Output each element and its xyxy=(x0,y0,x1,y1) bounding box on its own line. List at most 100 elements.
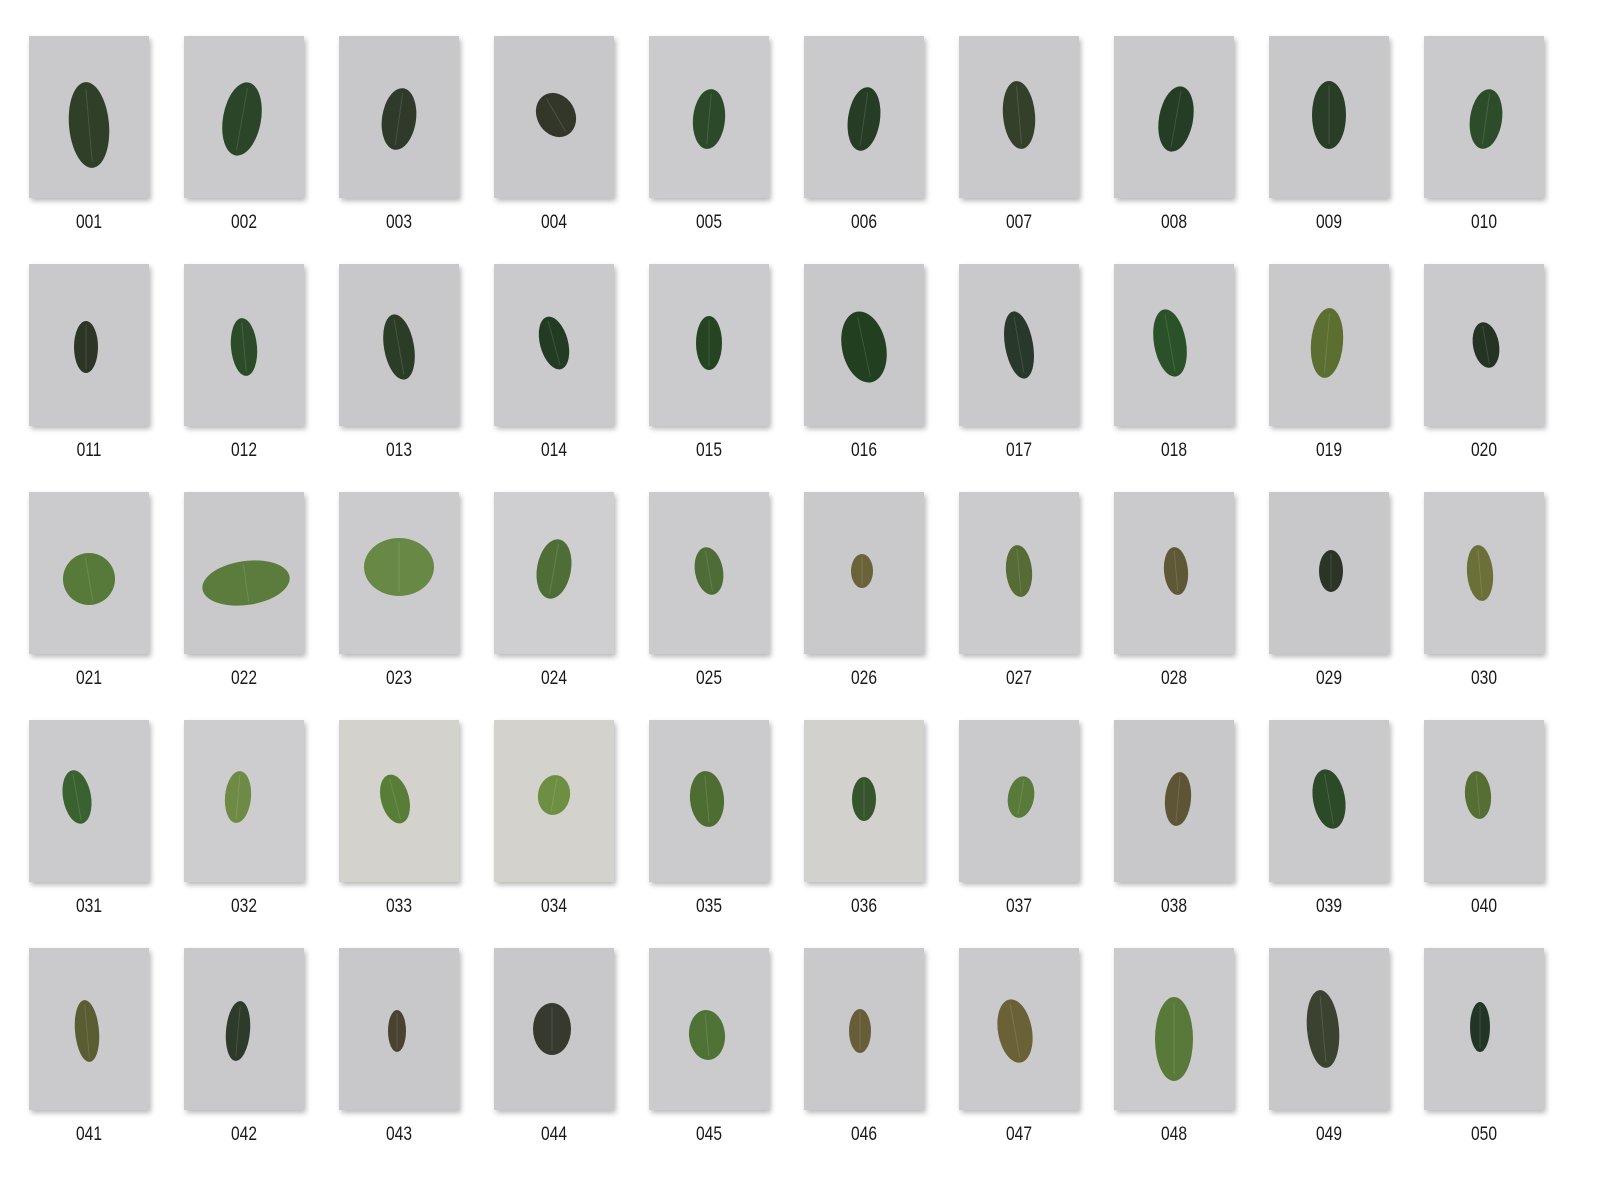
leaf-image[interactable] xyxy=(339,492,459,654)
thumbnail-item[interactable]: 027 xyxy=(959,492,1083,702)
thumbnail-item[interactable]: 039 xyxy=(1269,720,1393,930)
leaf-image[interactable] xyxy=(1114,36,1234,198)
leaf-image[interactable] xyxy=(1424,36,1544,198)
leaf-image[interactable] xyxy=(804,948,924,1110)
thumbnail-item[interactable]: 019 xyxy=(1269,264,1393,474)
leaf-image[interactable] xyxy=(494,948,614,1110)
thumbnail-item[interactable]: 035 xyxy=(649,720,773,930)
thumbnail-item[interactable]: 015 xyxy=(649,264,773,474)
leaf-image[interactable] xyxy=(649,948,769,1110)
thumbnail-item[interactable]: 050 xyxy=(1424,948,1548,1158)
thumbnail-item[interactable]: 022 xyxy=(184,492,308,702)
thumbnail-item[interactable]: 044 xyxy=(494,948,618,1158)
leaf-image[interactable] xyxy=(804,492,924,654)
thumbnail-item[interactable]: 043 xyxy=(339,948,463,1158)
leaf-image[interactable] xyxy=(29,948,149,1110)
thumbnail-item[interactable]: 048 xyxy=(1114,948,1238,1158)
thumbnail-item[interactable]: 021 xyxy=(29,492,153,702)
thumbnail-item[interactable]: 031 xyxy=(29,720,153,930)
leaf-image[interactable] xyxy=(649,492,769,654)
leaf-image[interactable] xyxy=(804,264,924,426)
leaf-image[interactable] xyxy=(1269,36,1389,198)
thumbnail-item[interactable]: 009 xyxy=(1269,36,1393,246)
leaf-image[interactable] xyxy=(184,264,304,426)
thumbnail-item[interactable]: 012 xyxy=(184,264,308,474)
leaf-image[interactable] xyxy=(184,948,304,1110)
leaf-image[interactable] xyxy=(804,36,924,198)
leaf-image[interactable] xyxy=(1269,720,1389,882)
leaf-image[interactable] xyxy=(339,948,459,1110)
thumbnail-item[interactable]: 029 xyxy=(1269,492,1393,702)
leaf-image[interactable] xyxy=(649,720,769,882)
thumbnail-item[interactable]: 046 xyxy=(804,948,928,1158)
thumbnail-item[interactable]: 033 xyxy=(339,720,463,930)
leaf-image[interactable] xyxy=(1114,948,1234,1110)
leaf-image[interactable] xyxy=(29,492,149,654)
leaf-image[interactable] xyxy=(1424,720,1544,882)
leaf-image[interactable] xyxy=(494,492,614,654)
leaf-image[interactable] xyxy=(1424,492,1544,654)
leaf-image[interactable] xyxy=(29,36,149,198)
leaf-image[interactable] xyxy=(959,948,1079,1110)
leaf-image[interactable] xyxy=(959,36,1079,198)
leaf-image[interactable] xyxy=(339,264,459,426)
leaf-image[interactable] xyxy=(494,36,614,198)
thumbnail-item[interactable]: 028 xyxy=(1114,492,1238,702)
leaf-image[interactable] xyxy=(339,36,459,198)
thumbnail-item[interactable]: 026 xyxy=(804,492,928,702)
thumbnail-item[interactable]: 004 xyxy=(494,36,618,246)
thumbnail-item[interactable]: 024 xyxy=(494,492,618,702)
leaf-image[interactable] xyxy=(1114,720,1234,882)
leaf-image[interactable] xyxy=(959,264,1079,426)
thumbnail-item[interactable]: 006 xyxy=(804,36,928,246)
thumbnail-item[interactable]: 020 xyxy=(1424,264,1548,474)
thumbnail-item[interactable]: 032 xyxy=(184,720,308,930)
leaf-image[interactable] xyxy=(1269,492,1389,654)
leaf-image[interactable] xyxy=(1114,492,1234,654)
thumbnail-item[interactable]: 041 xyxy=(29,948,153,1158)
leaf-image[interactable] xyxy=(29,720,149,882)
leaf-image[interactable] xyxy=(494,264,614,426)
thumbnail-item[interactable]: 014 xyxy=(494,264,618,474)
thumbnail-item[interactable]: 013 xyxy=(339,264,463,474)
leaf-image[interactable] xyxy=(1424,264,1544,426)
leaf-image[interactable] xyxy=(29,264,149,426)
thumbnail-item[interactable]: 049 xyxy=(1269,948,1393,1158)
thumbnail-item[interactable]: 010 xyxy=(1424,36,1548,246)
thumbnail-item[interactable]: 001 xyxy=(29,36,153,246)
thumbnail-item[interactable]: 007 xyxy=(959,36,1083,246)
thumbnail-item[interactable]: 017 xyxy=(959,264,1083,474)
thumbnail-item[interactable]: 018 xyxy=(1114,264,1238,474)
leaf-image[interactable] xyxy=(339,720,459,882)
leaf-image[interactable] xyxy=(1269,948,1389,1110)
leaf-image[interactable] xyxy=(184,492,304,654)
thumbnail-item[interactable]: 047 xyxy=(959,948,1083,1158)
thumbnail-item[interactable]: 034 xyxy=(494,720,618,930)
thumbnail-item[interactable]: 008 xyxy=(1114,36,1238,246)
thumbnail-item[interactable]: 016 xyxy=(804,264,928,474)
thumbnail-item[interactable]: 003 xyxy=(339,36,463,246)
leaf-image[interactable] xyxy=(184,36,304,198)
thumbnail-item[interactable]: 005 xyxy=(649,36,773,246)
leaf-image[interactable] xyxy=(1424,948,1544,1110)
thumbnail-item[interactable]: 023 xyxy=(339,492,463,702)
leaf-image[interactable] xyxy=(1114,264,1234,426)
thumbnail-item[interactable]: 030 xyxy=(1424,492,1548,702)
leaf-image[interactable] xyxy=(649,36,769,198)
thumbnail-item[interactable]: 045 xyxy=(649,948,773,1158)
leaf-image[interactable] xyxy=(184,720,304,882)
thumbnail-item[interactable]: 002 xyxy=(184,36,308,246)
thumbnail-item[interactable]: 038 xyxy=(1114,720,1238,930)
thumbnail-item[interactable]: 025 xyxy=(649,492,773,702)
leaf-image[interactable] xyxy=(494,720,614,882)
thumbnail-item[interactable]: 037 xyxy=(959,720,1083,930)
thumbnail-item[interactable]: 040 xyxy=(1424,720,1548,930)
thumbnail-item[interactable]: 042 xyxy=(184,948,308,1158)
leaf-image[interactable] xyxy=(959,492,1079,654)
leaf-image[interactable] xyxy=(959,720,1079,882)
thumbnail-item[interactable]: 036 xyxy=(804,720,928,930)
leaf-image[interactable] xyxy=(804,720,924,882)
thumbnail-item[interactable]: 011 xyxy=(29,264,153,474)
leaf-image[interactable] xyxy=(1269,264,1389,426)
leaf-image[interactable] xyxy=(649,264,769,426)
